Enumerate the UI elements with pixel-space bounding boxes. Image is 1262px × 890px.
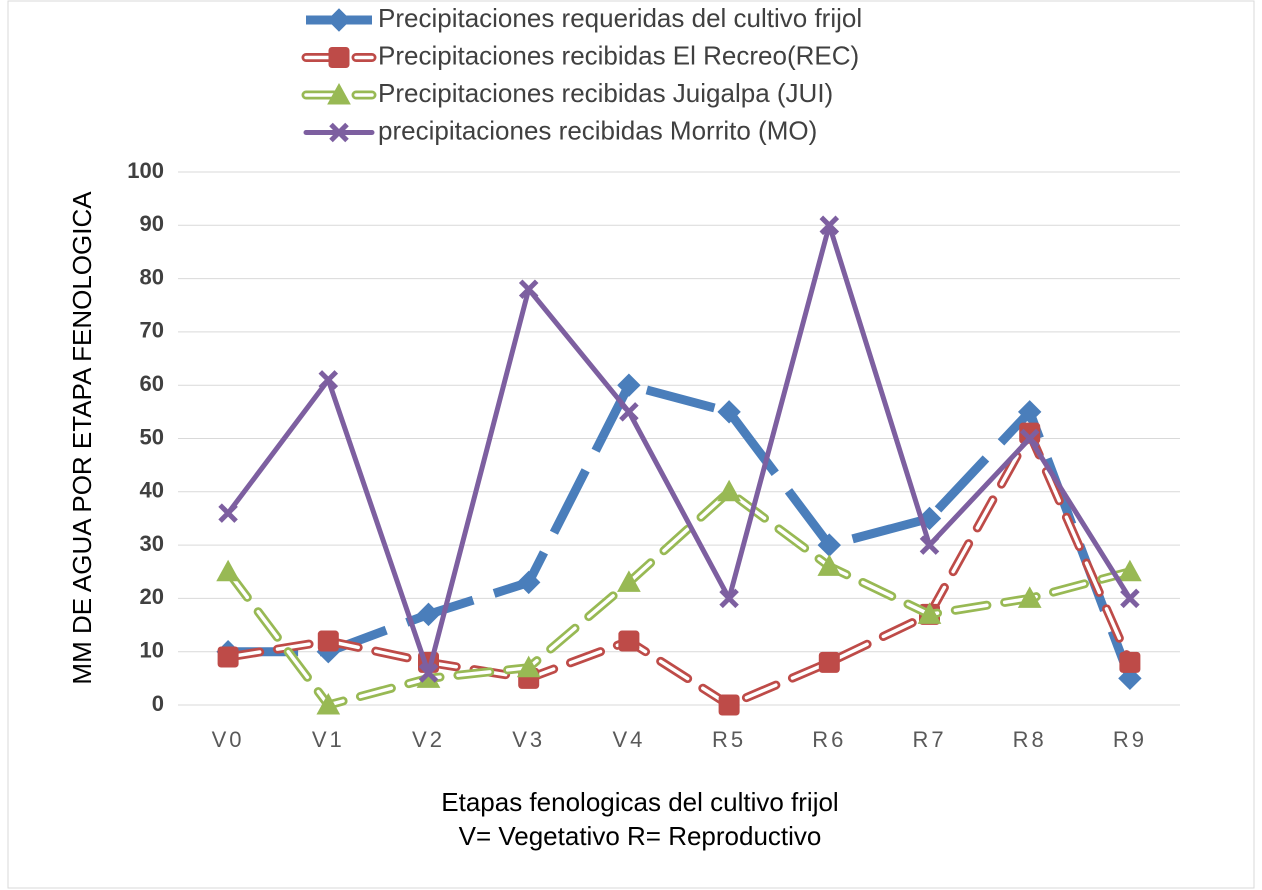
marker xyxy=(817,554,842,576)
y-tick-label: 80 xyxy=(140,264,164,289)
y-tick-label: 90 xyxy=(140,211,164,236)
y-axis-label: MM DE AGUA POR ETAPA FENOLOGICA xyxy=(67,191,97,685)
y-tick-label: 50 xyxy=(140,424,164,449)
marker xyxy=(717,479,741,502)
legend-label: precipitaciones recibidas Morrito (MO) xyxy=(378,115,817,145)
marker xyxy=(617,373,641,397)
x-tick-label: R5 xyxy=(712,727,746,752)
x-axis-label: Etapas fenologicas del cultivo frijol xyxy=(441,787,838,817)
x-tick-label: V2 xyxy=(412,727,445,752)
legend-marker xyxy=(329,122,349,143)
marker xyxy=(516,655,541,678)
marker xyxy=(617,570,641,592)
marker xyxy=(1019,428,1040,449)
marker xyxy=(317,630,339,652)
x-tick-label: R8 xyxy=(1013,727,1047,752)
y-tick-label: 100 xyxy=(127,158,164,183)
x-tick-label: V0 xyxy=(212,727,245,752)
y-tick-label: 20 xyxy=(140,584,164,609)
marker xyxy=(316,692,341,715)
marker xyxy=(318,370,339,390)
marker xyxy=(418,663,439,683)
marker xyxy=(619,402,639,422)
series-line-inner xyxy=(226,431,1132,707)
legend-label: Precipitaciones requeridas del cultivo f… xyxy=(378,3,862,33)
x-tick-label: R6 xyxy=(812,727,846,752)
chart-border xyxy=(7,0,1255,889)
marker xyxy=(717,400,741,424)
marker xyxy=(1120,588,1140,609)
y-tick-label: 10 xyxy=(140,638,164,663)
marker xyxy=(917,602,942,624)
y-tick-label: 30 xyxy=(140,531,164,556)
x-tick-label: V4 xyxy=(612,727,645,752)
y-tick-label: 70 xyxy=(140,318,164,343)
legend-marker xyxy=(328,47,350,68)
marker xyxy=(718,694,740,716)
marker xyxy=(818,651,840,673)
x-tick-label: R9 xyxy=(1113,727,1147,752)
legend-label: Precipitaciones recibidas Juigalpa (JUI) xyxy=(378,78,833,108)
marker xyxy=(1017,586,1042,608)
marker xyxy=(416,602,441,627)
marker xyxy=(516,570,541,595)
marker xyxy=(819,215,840,236)
series-line-inner xyxy=(226,490,1132,707)
marker xyxy=(217,646,239,668)
y-tick-label: 40 xyxy=(140,478,164,503)
series-line xyxy=(228,380,1135,680)
legend-label: Precipitaciones recibidas El Recreo(REC) xyxy=(378,40,859,70)
y-tick-label: 0 xyxy=(152,691,164,716)
x-tick-label: R7 xyxy=(912,727,946,752)
x-tick-label: V1 xyxy=(312,727,345,752)
marker xyxy=(518,279,539,300)
marker xyxy=(1119,651,1141,673)
marker xyxy=(719,588,739,609)
legend-marker xyxy=(327,82,351,105)
y-tick-label: 60 xyxy=(140,371,164,396)
marker xyxy=(618,630,640,652)
marker xyxy=(218,503,238,523)
marker xyxy=(919,535,940,555)
x-axis-label: V= Vegetativo R= Reproductivo xyxy=(459,821,822,851)
legend-marker xyxy=(327,8,351,32)
x-tick-label: V3 xyxy=(512,727,545,752)
marker xyxy=(216,559,240,582)
marker xyxy=(1118,559,1142,582)
series-line xyxy=(225,222,1133,676)
